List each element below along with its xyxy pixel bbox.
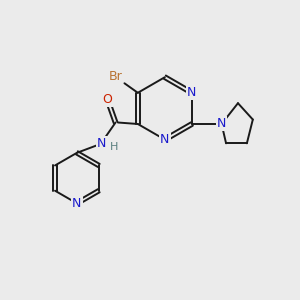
Text: Br: Br bbox=[109, 70, 122, 83]
Text: N: N bbox=[217, 118, 226, 130]
Text: N: N bbox=[72, 197, 82, 210]
Text: N: N bbox=[97, 137, 106, 150]
Text: O: O bbox=[102, 93, 112, 106]
Text: H: H bbox=[110, 142, 118, 152]
Text: N: N bbox=[160, 133, 170, 146]
Text: N: N bbox=[187, 86, 196, 99]
